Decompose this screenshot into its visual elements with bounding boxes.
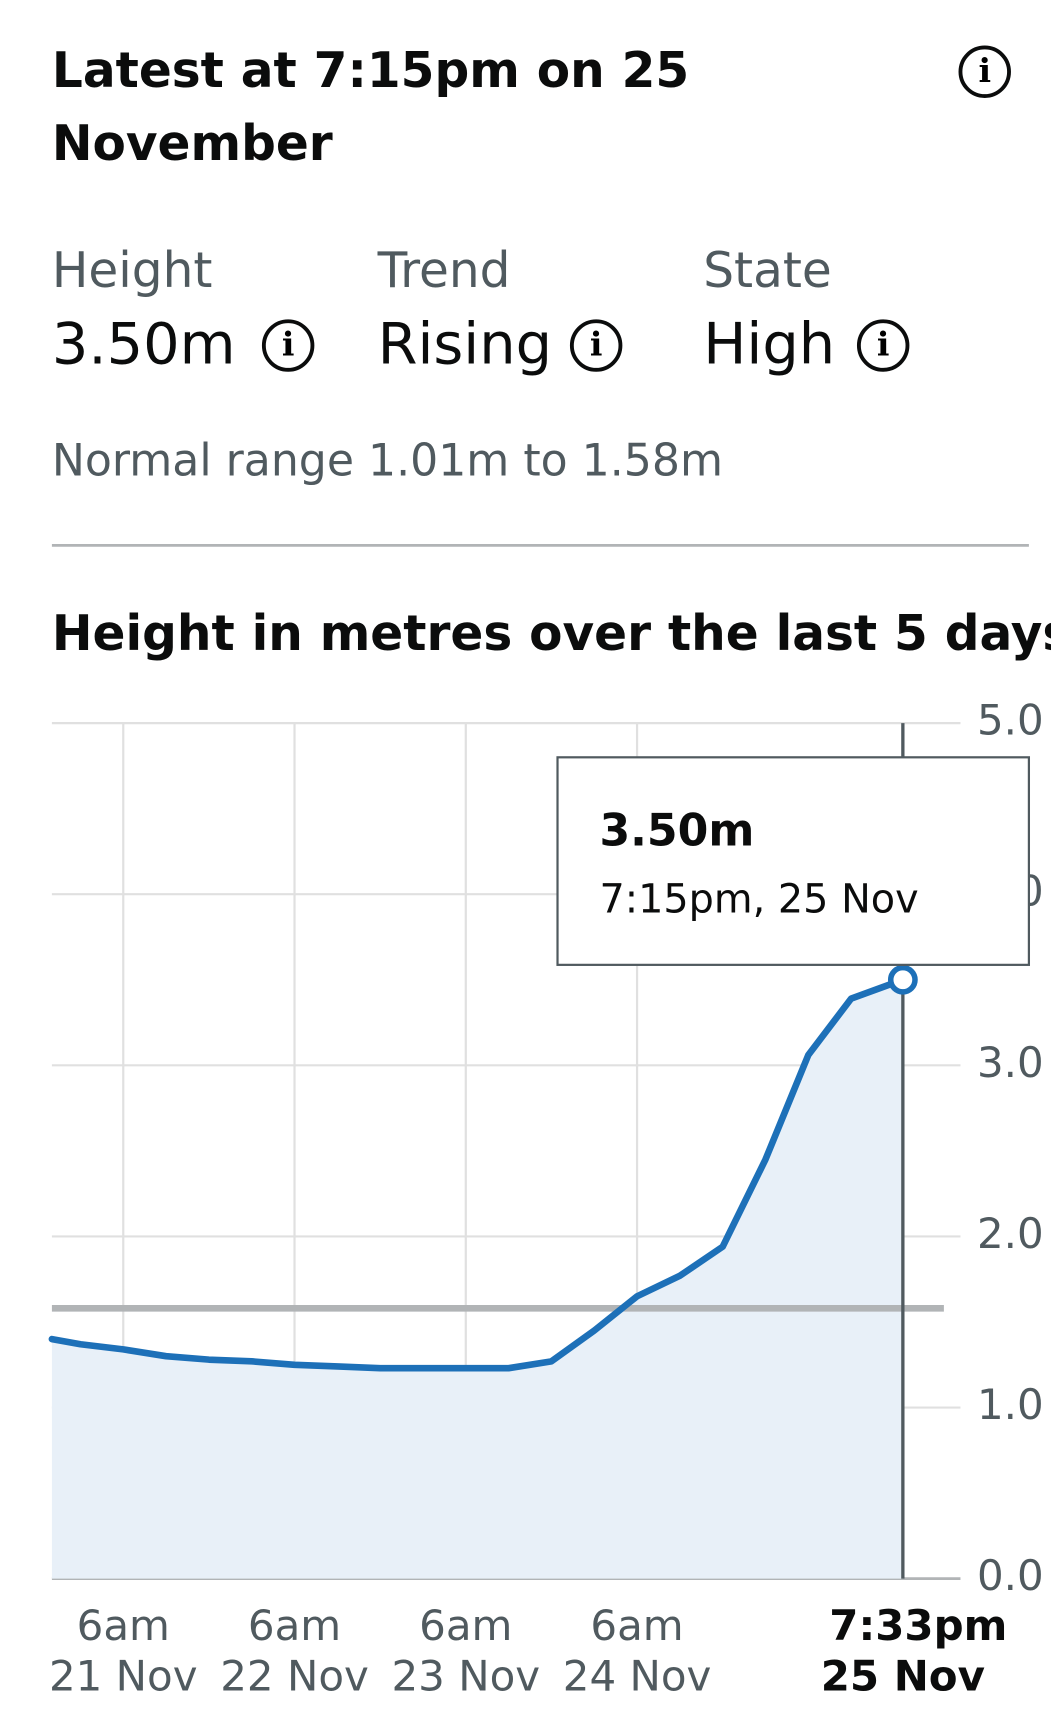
svg-text:i: i xyxy=(877,325,890,364)
chart-title: Height in metres over the last 5 days xyxy=(52,606,1051,662)
area xyxy=(51,979,903,1579)
info-icon[interactable]: i xyxy=(261,319,315,372)
stat-value: Rising xyxy=(378,310,552,377)
x-tick-label: 6am xyxy=(419,1601,512,1650)
tooltip-value: 3.50m xyxy=(599,805,754,856)
svg-text:i: i xyxy=(282,325,295,364)
normal-range: Normal range 1.01m to 1.58m xyxy=(52,436,723,487)
x-tick-label: 21 Nov xyxy=(49,1652,198,1701)
line xyxy=(48,976,907,1372)
stat-label: Trend xyxy=(377,243,511,299)
svg-text:i: i xyxy=(978,51,991,90)
x-tick-label: 6am xyxy=(590,1601,683,1650)
stat-value: High xyxy=(703,310,835,377)
x-tick-label: 23 Nov xyxy=(392,1652,541,1701)
cursor-label: 7:33pm xyxy=(829,1601,1007,1650)
x-tick-label: 22 Nov xyxy=(220,1652,369,1701)
title: Latest at 7:15pm on 25 xyxy=(52,43,689,99)
tooltip xyxy=(556,756,1031,966)
y-tick-label: 1.0 xyxy=(977,1380,1044,1429)
title: November xyxy=(52,116,333,172)
y-tick-label: 5.0 xyxy=(977,696,1044,745)
x-tick-label: 24 Nov xyxy=(563,1652,712,1701)
svg-text:i: i xyxy=(590,325,603,364)
cursor-label: 25 Nov xyxy=(821,1652,985,1701)
stat-label: State xyxy=(703,243,832,299)
info-icon[interactable]: i xyxy=(569,319,623,372)
y-tick-label: 3.0 xyxy=(977,1038,1044,1087)
stat-label: Height xyxy=(52,243,213,299)
x-tick-label: 6am xyxy=(248,1601,341,1650)
info-icon[interactable]: i xyxy=(856,319,910,372)
y-tick-label: 0.0 xyxy=(977,1551,1044,1600)
point xyxy=(887,964,918,995)
y-tick-label: 2.0 xyxy=(977,1209,1044,1258)
x-tick-label: 6am xyxy=(77,1601,170,1650)
stat-value: 3.50m xyxy=(52,310,236,377)
info-icon[interactable]: i xyxy=(958,45,1011,98)
tooltip-time: 7:15pm, 25 Nov xyxy=(599,876,918,922)
